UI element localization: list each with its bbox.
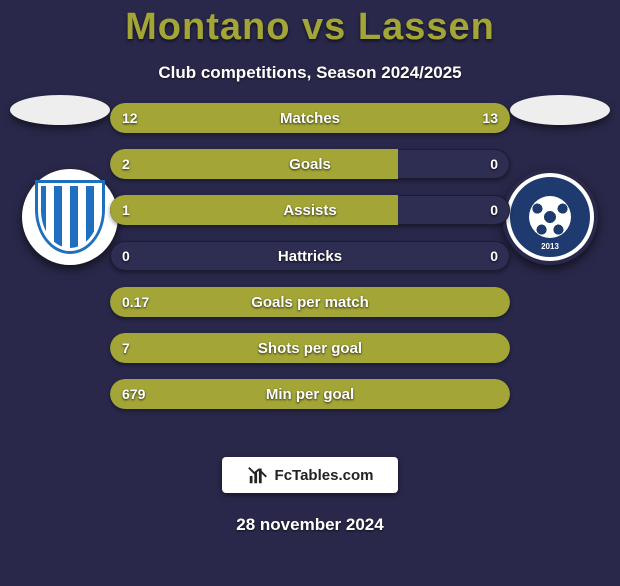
stat-value-right bbox=[486, 333, 510, 363]
pedestal-left bbox=[10, 95, 110, 125]
stat-row: 7Shots per goal bbox=[110, 333, 510, 363]
stat-fill-left bbox=[110, 287, 510, 317]
stat-value-left: 7 bbox=[110, 333, 142, 363]
stat-value-left: 0 bbox=[110, 241, 142, 271]
title-vs: vs bbox=[302, 6, 346, 48]
stat-row: 0 0Hattricks bbox=[110, 241, 510, 271]
stat-row: 10Assists bbox=[110, 195, 510, 225]
stat-value-left: 0.17 bbox=[110, 287, 161, 317]
stat-bars: 1213Matches20Goals10Assists00Hattricks0.… bbox=[110, 103, 510, 425]
subtitle: Club competitions, Season 2024/2025 bbox=[0, 63, 620, 83]
stat-fill-left bbox=[110, 195, 398, 225]
stat-fill-left bbox=[110, 379, 510, 409]
stat-value-right: 13 bbox=[470, 103, 510, 133]
stat-label: Hattricks bbox=[110, 241, 510, 271]
stat-value-right bbox=[486, 287, 510, 317]
chart-bar-icon bbox=[247, 464, 269, 486]
stat-fill-left bbox=[110, 333, 510, 363]
snapshot-date: 28 november 2024 bbox=[0, 515, 620, 535]
stat-fill-left bbox=[110, 149, 398, 179]
stat-value-right bbox=[486, 379, 510, 409]
comparison-arena: 2013 1213Matches20Goals10Assists00Hattri… bbox=[0, 103, 620, 443]
soccer-ball-icon bbox=[529, 196, 571, 238]
stat-value-right: 0 bbox=[478, 149, 510, 179]
stat-row: 0.17Goals per match bbox=[110, 287, 510, 317]
club-badge-left bbox=[22, 169, 118, 265]
page-title: Montano vs Lassen bbox=[0, 6, 620, 49]
stat-value-right: 0 bbox=[478, 195, 510, 225]
crest-year: 2013 bbox=[510, 242, 590, 251]
stat-value-right: 0 bbox=[478, 241, 510, 271]
club-badge-right: 2013 bbox=[502, 169, 598, 265]
logo-text: FcTables.com bbox=[275, 467, 374, 484]
stat-row: 1213Matches bbox=[110, 103, 510, 133]
stat-row: 679Min per goal bbox=[110, 379, 510, 409]
stat-value-left: 12 bbox=[110, 103, 150, 133]
fctables-logo: FcTables.com bbox=[222, 457, 398, 493]
pedestal-right bbox=[510, 95, 610, 125]
title-player-right: Lassen bbox=[358, 6, 495, 48]
stat-value-left: 1 bbox=[110, 195, 142, 225]
stat-value-left: 679 bbox=[110, 379, 157, 409]
crest-ring-icon: 2013 bbox=[506, 173, 594, 261]
title-player-left: Montano bbox=[125, 6, 290, 48]
crest-shield-icon bbox=[35, 180, 105, 254]
stat-row: 20Goals bbox=[110, 149, 510, 179]
stat-value-left: 2 bbox=[110, 149, 142, 179]
